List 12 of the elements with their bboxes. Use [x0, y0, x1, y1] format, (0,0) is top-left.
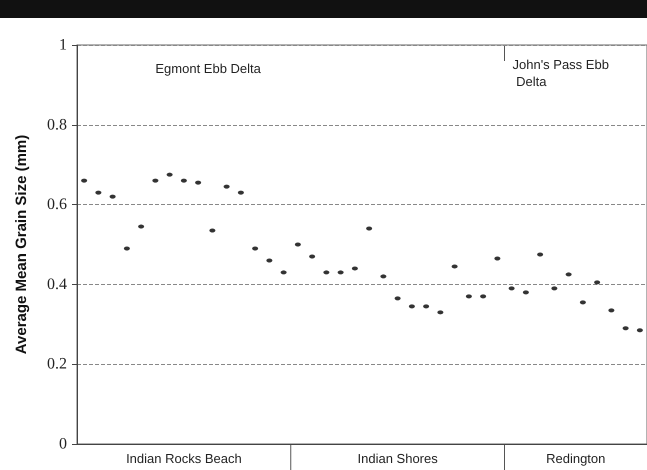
y-tick-label: 1 — [59, 36, 67, 54]
text: Indian Rocks Beach — [126, 451, 242, 466]
annotation: John's Pass Ebb Delta — [512, 57, 609, 89]
text: Indian Shores — [358, 451, 438, 466]
y-tick-label: 0 — [59, 436, 67, 452]
y-tick-label: 0.6 — [47, 196, 67, 214]
y-tick-label: 0.4 — [47, 276, 67, 293]
y-tick-label: 0.8 — [47, 116, 67, 134]
y-axis-title: Average Mean Grain Size (mm) — [13, 134, 30, 354]
text: Redington — [546, 451, 606, 466]
annotation: Egmont Ebb Delta — [155, 61, 262, 76]
y-tick-label: 0.2 — [47, 356, 67, 373]
